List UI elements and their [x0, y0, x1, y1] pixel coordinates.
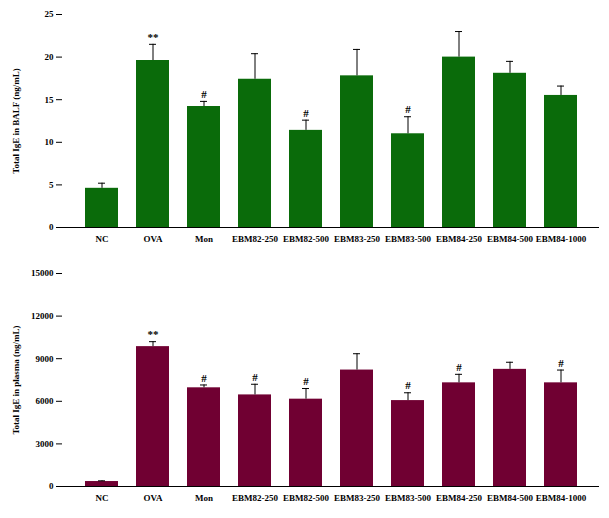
svg-text:20: 20 [45, 52, 55, 62]
svg-text:15000: 15000 [31, 268, 54, 278]
svg-text:25: 25 [45, 9, 55, 19]
svg-text:#: # [201, 371, 207, 383]
svg-text:**: ** [148, 31, 160, 43]
svg-text:10: 10 [45, 137, 55, 147]
svg-text:#: # [303, 107, 309, 119]
svg-text:**: ** [148, 328, 160, 340]
svg-text:Mon: Mon [195, 493, 213, 503]
svg-text:EBM84-500: EBM84-500 [487, 234, 533, 244]
svg-text:EBM83-500: EBM83-500 [385, 493, 431, 503]
svg-text:EBM82-250: EBM82-250 [232, 234, 278, 244]
svg-text:EBM84-1000: EBM84-1000 [536, 234, 587, 244]
svg-text:#: # [201, 88, 207, 100]
svg-text:EBM84-250: EBM84-250 [436, 493, 482, 503]
svg-text:0: 0 [49, 222, 54, 232]
svg-text:Total IgE in BALF (ng/mL): Total IgE in BALF (ng/mL) [11, 68, 21, 173]
svg-text:#: # [252, 371, 258, 383]
svg-text:#: # [558, 357, 564, 369]
svg-text:0: 0 [49, 481, 54, 491]
svg-text:NC: NC [96, 493, 109, 503]
svg-text:Total IgE in plasma (ng/mL): Total IgE in plasma (ng/mL) [11, 325, 21, 434]
svg-text:EBM82-500: EBM82-500 [283, 493, 329, 503]
svg-text:Mon: Mon [195, 234, 213, 244]
svg-text:#: # [303, 375, 309, 387]
svg-text:5: 5 [49, 180, 54, 190]
svg-text:EBM83-250: EBM83-250 [334, 493, 380, 503]
svg-text:EBM83-250: EBM83-250 [334, 234, 380, 244]
svg-text:EBM84-500: EBM84-500 [487, 493, 533, 503]
svg-text:EBM83-500: EBM83-500 [385, 234, 431, 244]
svg-text:OVA: OVA [144, 234, 163, 244]
svg-text:#: # [405, 379, 411, 391]
svg-text:OVA: OVA [144, 493, 163, 503]
svg-text:9000: 9000 [36, 354, 55, 364]
svg-text:15: 15 [45, 95, 55, 105]
svg-text:12000: 12000 [31, 311, 54, 321]
svg-text:#: # [405, 103, 411, 115]
svg-text:6000: 6000 [36, 396, 55, 406]
svg-text:EBM84-250: EBM84-250 [436, 234, 482, 244]
svg-text:NC: NC [96, 234, 109, 244]
svg-text:EBM84-1000: EBM84-1000 [536, 493, 587, 503]
svg-text:#: # [456, 361, 462, 373]
svg-text:3000: 3000 [36, 439, 55, 449]
svg-text:EBM82-250: EBM82-250 [232, 493, 278, 503]
svg-text:EBM82-500: EBM82-500 [283, 234, 329, 244]
